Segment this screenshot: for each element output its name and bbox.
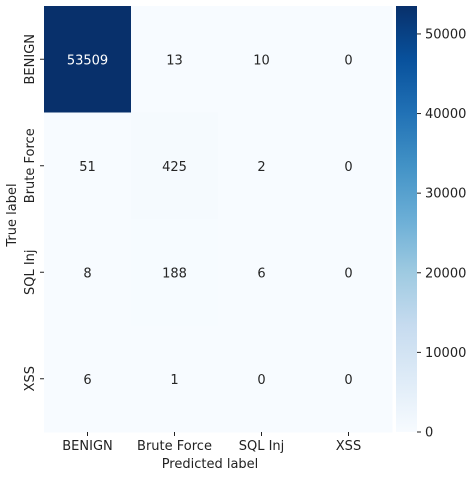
y-tick-label: BENIGN [23,34,38,85]
cell-value-label: 0 [344,53,352,68]
x-axis-label: Predicted label [162,457,259,472]
colorbar-tick-label: 0 [425,426,433,441]
heatmap-cell [218,325,306,433]
cell-value-label: 53509 [67,53,108,68]
cell-value-label: 51 [79,160,96,175]
cell-value-label: 0 [257,373,265,388]
cell-value-label: 0 [344,266,352,281]
heatmap-cell [305,112,393,220]
colorbar-tick-label: 40000 [425,107,466,122]
heatmap-cell [131,219,219,326]
heatmap-cell [131,325,219,433]
cell-value-label: 1 [170,373,178,388]
cell-value-label: 0 [344,160,352,175]
heatmap-cell-labels: 53509 13 10 051 425 2 08 188 6 06 1 0 0 [67,53,353,388]
heatmap-cell [305,6,393,113]
cell-value-label: 8 [83,266,91,281]
heatmap-cell [44,112,132,220]
heatmap-cell [218,219,306,326]
heatmap-cell [218,112,306,220]
heatmap-cell [44,219,132,326]
heatmap-cell [218,6,306,113]
x-tick-label: Brute Force [137,439,212,454]
colorbar-tick-label: 50000 [425,27,466,42]
cell-value-label: 0 [344,373,352,388]
cell-value-label: 6 [83,373,91,388]
heatmap-cell [305,219,393,326]
x-tick-label: BENIGN [62,439,113,454]
heatmap-cell [44,325,132,433]
colorbar [396,6,417,432]
colorbar-tick-label: 20000 [425,266,466,281]
heatmap-cell [131,112,219,220]
x-tick-label: SQL Inj [239,439,285,454]
y-axis-label: True label [5,183,20,247]
cell-value-label: 2 [257,160,265,175]
heatmap-cell [305,325,393,433]
heatmap-cell [131,6,219,113]
heatmap-cells [44,6,393,433]
y-tick-label: Brute Force [23,128,38,203]
cell-value-label: 10 [253,53,270,68]
x-axis-ticks: BENIGN Brute Force SQL Inj XSS [62,432,361,454]
y-tick-label: SQL Inj [23,249,38,295]
colorbar-ticks: 0 10000 20000 30000 40000 50000 [417,27,466,441]
y-tick-label: XSS [23,366,38,391]
y-axis-ticks: BENIGN Brute Force SQL Inj XSS [23,34,44,391]
cell-value-label: 425 [162,160,187,175]
colorbar-tick-label: 30000 [425,187,466,202]
cell-value-label: 6 [257,266,265,281]
cell-value-label: 188 [162,266,187,281]
cell-value-label: 13 [166,53,183,68]
heatmap-cell [44,6,132,113]
colorbar-tick-label: 10000 [425,346,466,361]
x-tick-label: XSS [336,439,361,454]
